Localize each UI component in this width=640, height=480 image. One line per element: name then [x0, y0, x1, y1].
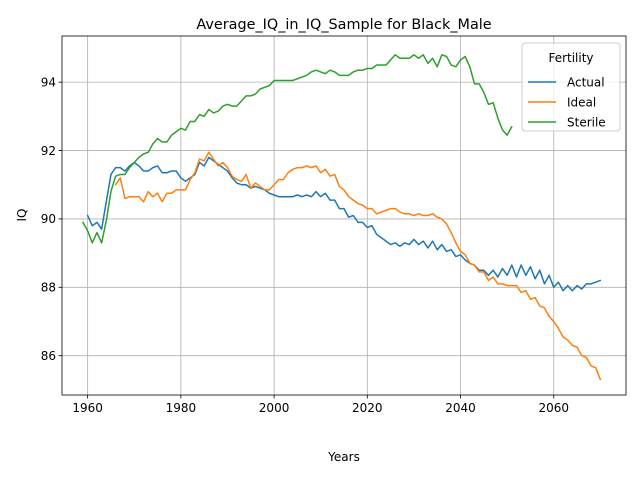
- x-tick-label-2000: 2000: [259, 401, 290, 415]
- series-layer: [82, 54, 602, 381]
- legend-label-ideal: Ideal: [567, 95, 596, 109]
- y-tick-label-92: 92: [41, 144, 56, 158]
- series-line-sterile: [82, 54, 513, 244]
- chart-title: Average_IQ_in_IQ_Sample for Black_Male: [196, 17, 491, 33]
- x-axis-label: Years: [327, 450, 360, 464]
- y-axis-label: IQ: [15, 209, 29, 222]
- legend-label-actual: Actual: [567, 75, 605, 89]
- x-tick-label-1980: 1980: [166, 401, 197, 415]
- legend-label-sterile: Sterile: [567, 115, 606, 129]
- x-tick-label-1960: 1960: [72, 401, 103, 415]
- series-line-ideal: [114, 151, 602, 381]
- plot-frame: [61, 35, 627, 396]
- y-tick-label-88: 88: [41, 281, 56, 295]
- x-tick-label-2020: 2020: [352, 401, 383, 415]
- x-axis-ticks: 1960 1980 2000 2020 2040 2060: [72, 395, 569, 415]
- legend-title: Fertility: [548, 51, 593, 65]
- legend-box: [521, 42, 621, 132]
- x-tick-label-2040: 2040: [445, 401, 476, 415]
- y-tick-label-86: 86: [41, 349, 56, 363]
- series-line-actual: [86, 156, 602, 292]
- y-axis-ticks: 86 88 90 92 94: [41, 75, 62, 363]
- y-tick-label-90: 90: [41, 212, 56, 226]
- legend: Fertility Actual Ideal Sterile: [521, 42, 621, 132]
- y-tick-label-94: 94: [41, 75, 56, 89]
- x-tick-label-2060: 2060: [538, 401, 569, 415]
- legend-entries: Actual Ideal Sterile: [528, 75, 606, 129]
